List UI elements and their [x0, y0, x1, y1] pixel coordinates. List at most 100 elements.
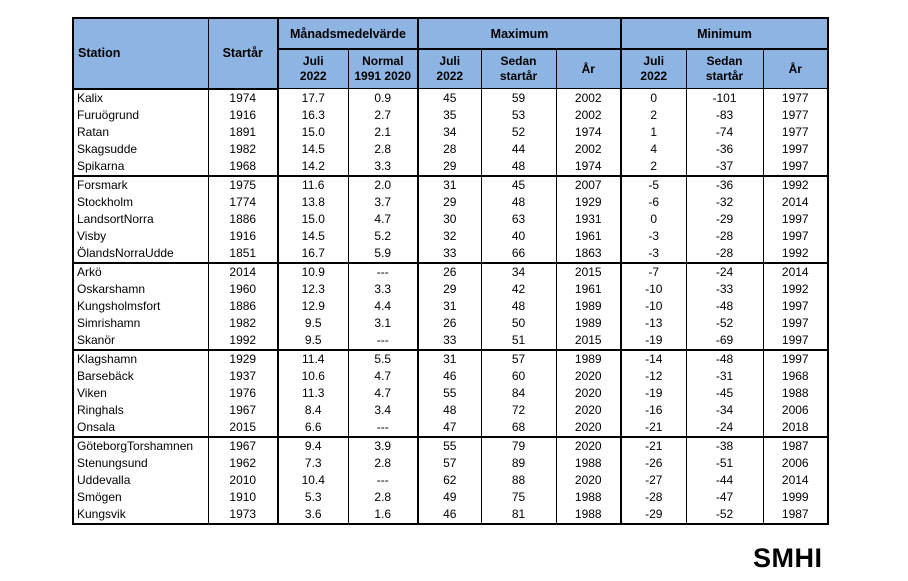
- value-cell: 48: [480, 297, 557, 315]
- station-cell: Oskarshamn: [72, 280, 209, 298]
- value-cell: -34: [685, 401, 764, 419]
- value-cell: 11.3: [277, 384, 349, 402]
- value-cell: 0.9: [347, 88, 419, 107]
- value-cell: 46: [417, 505, 482, 524]
- value-cell: 57: [480, 349, 557, 368]
- value-cell: 2015: [555, 262, 622, 281]
- value-cell: 1916: [207, 227, 279, 245]
- value-cell: 1967: [207, 401, 279, 419]
- value-cell: 4.7: [347, 210, 419, 228]
- value-cell: 1967: [207, 436, 279, 455]
- value-cell: -21: [620, 436, 687, 455]
- value-cell: 10.6: [277, 367, 349, 385]
- value-cell: -6: [620, 193, 687, 211]
- station-cell: Klagshamn: [72, 349, 209, 368]
- header-station: Station: [72, 17, 209, 90]
- station-cell: Kungsholmsfort: [72, 297, 209, 315]
- header-medel-normal: Normal 1991 2020: [347, 48, 419, 89]
- value-cell: 2: [620, 157, 687, 177]
- value-cell: ---: [347, 418, 419, 438]
- value-cell: 1975: [207, 175, 279, 194]
- value-cell: 2.0: [347, 175, 419, 194]
- value-cell: 79: [480, 436, 557, 455]
- value-cell: 11.4: [277, 349, 349, 368]
- value-cell: 10.4: [277, 471, 349, 489]
- value-cell: 9.4: [277, 436, 349, 455]
- station-cell: Visby: [72, 227, 209, 245]
- value-cell: 1973: [207, 505, 279, 524]
- value-cell: 1961: [555, 280, 622, 298]
- value-cell: 42: [480, 280, 557, 298]
- value-cell: 14.2: [277, 157, 349, 177]
- value-cell: 1997: [762, 297, 829, 315]
- value-cell: 1987: [762, 505, 829, 524]
- value-cell: 2014: [207, 262, 279, 281]
- value-cell: 1988: [555, 505, 622, 524]
- value-cell: 1.6: [347, 505, 419, 524]
- table-row: Kungsvik 1973 3.6 1.6 46 81 1988 -29 -52 1987: [72, 505, 829, 524]
- value-cell: 2015: [207, 418, 279, 438]
- value-cell: 1977: [762, 88, 829, 107]
- table-row: Smögen 1910 5.3 2.8 49 75 1988 -28 -47 1999: [72, 488, 829, 506]
- value-cell: 1974: [555, 123, 622, 141]
- value-cell: -48: [685, 349, 764, 368]
- value-cell: 0: [620, 88, 687, 107]
- value-cell: 3.9: [347, 436, 419, 455]
- header-medel-juli-2022: Juli 2022: [277, 48, 349, 89]
- value-cell: -5: [620, 175, 687, 194]
- value-cell: 2002: [555, 106, 622, 124]
- value-cell: 1886: [207, 297, 279, 315]
- value-cell: -31: [685, 367, 764, 385]
- table-row: Forsmark 1975 11.6 2.0 31 45 2007 -5 -36 1992: [72, 175, 829, 194]
- value-cell: 2002: [555, 88, 622, 107]
- value-cell: -83: [685, 106, 764, 124]
- value-cell: 1997: [762, 210, 829, 228]
- header-group-row: Station Startår Månadsmedelvärde Maximum…: [72, 17, 829, 90]
- value-cell: -74: [685, 123, 764, 141]
- value-cell: 15.0: [277, 210, 349, 228]
- value-cell: 2006: [762, 454, 829, 472]
- value-cell: 53: [480, 106, 557, 124]
- value-cell: 68: [480, 418, 557, 438]
- value-cell: 72: [480, 401, 557, 419]
- value-cell: 1997: [762, 314, 829, 332]
- value-cell: 89: [480, 454, 557, 472]
- value-cell: -19: [620, 384, 687, 402]
- value-cell: 46: [417, 367, 482, 385]
- value-cell: -16: [620, 401, 687, 419]
- value-cell: 1988: [555, 454, 622, 472]
- table-row: Kalix 1974 17.7 0.9 45 59 2002 0 -101 1977: [72, 88, 829, 107]
- value-cell: 35: [417, 106, 482, 124]
- table-row: Skagsudde 1982 14.5 2.8 28 44 2002 4 -36 1997: [72, 140, 829, 158]
- value-cell: -36: [685, 140, 764, 158]
- station-cell: Spikarna: [72, 157, 209, 177]
- value-cell: 26: [417, 262, 482, 281]
- table-row: Barsebäck 1937 10.6 4.7 46 60 2020 -12 -31 1968: [72, 367, 829, 385]
- value-cell: 2007: [555, 175, 622, 194]
- value-cell: 2015: [555, 331, 622, 351]
- value-cell: 1989: [555, 297, 622, 315]
- station-cell: LandsortNorra: [72, 210, 209, 228]
- value-cell: 1863: [555, 244, 622, 264]
- table-row: LandsortNorra 1886 15.0 4.7 30 63 1931 0 -29 1997: [72, 210, 829, 228]
- value-cell: 32: [417, 227, 482, 245]
- value-cell: 1960: [207, 280, 279, 298]
- value-cell: -13: [620, 314, 687, 332]
- value-cell: 2020: [555, 418, 622, 438]
- header-min-juli-2022: Juli 2022: [620, 48, 687, 89]
- value-cell: 1891: [207, 123, 279, 141]
- value-cell: 1937: [207, 367, 279, 385]
- value-cell: 1976: [207, 384, 279, 402]
- value-cell: 52: [480, 123, 557, 141]
- value-cell: 5.5: [347, 349, 419, 368]
- station-cell: Barsebäck: [72, 367, 209, 385]
- station-cell: Kalix: [72, 88, 209, 107]
- value-cell: 3.3: [347, 280, 419, 298]
- value-cell: 6.6: [277, 418, 349, 438]
- value-cell: 3.6: [277, 505, 349, 524]
- value-cell: -51: [685, 454, 764, 472]
- value-cell: 2020: [555, 401, 622, 419]
- value-cell: 1992: [207, 331, 279, 351]
- value-cell: 0: [620, 210, 687, 228]
- value-cell: 2010: [207, 471, 279, 489]
